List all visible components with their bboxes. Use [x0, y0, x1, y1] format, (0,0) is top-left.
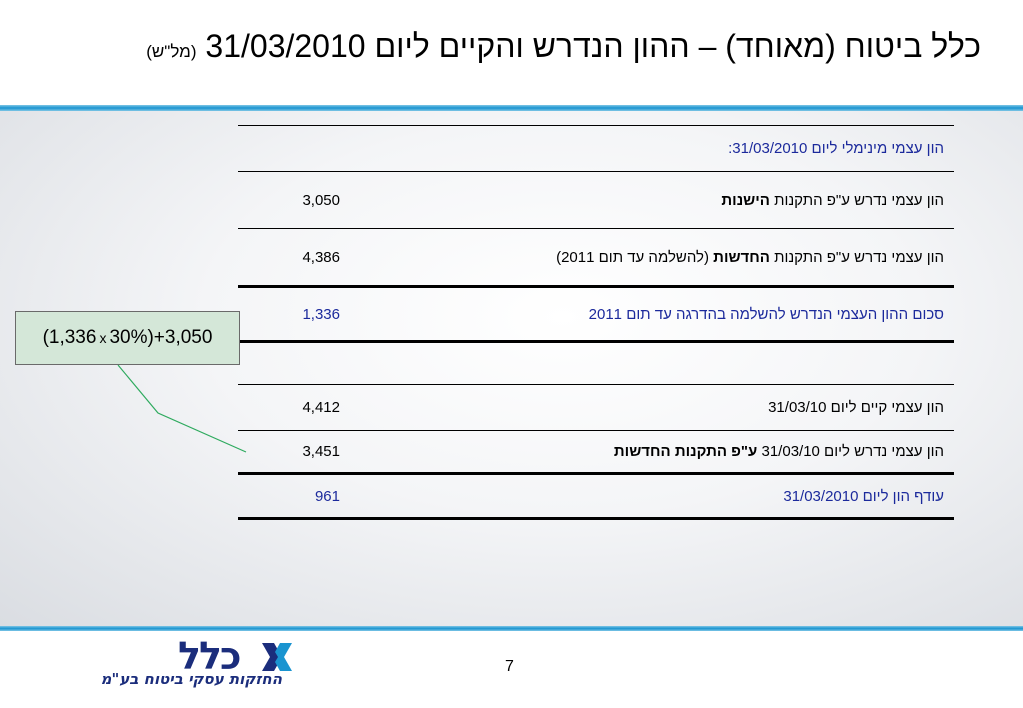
formula-times: x	[99, 330, 107, 346]
table-cell-value: 4,386	[238, 228, 358, 288]
table-cell-label: הון עצמי נדרש ליום 31/03/10 ע"פ התקנות ה…	[358, 430, 954, 475]
slide-title-main: כלל ביטוח (מאוחד) – ההון הנדרש והקיים לי…	[205, 28, 981, 64]
label-part: (להשלמה עד תום 2011)	[556, 248, 714, 266]
label-part: הון עצמי נדרש ע"פ התקנות	[769, 191, 944, 209]
company-logo: כלל החזקות עסקי ביטוח בע"מ	[30, 635, 300, 695]
logo-wordmark: כלל	[178, 634, 242, 678]
title-bar: כלל ביטוח (מאוחד) – ההון הנדרש והקיים לי…	[0, 0, 1023, 105]
table-header-row: הון עצמי מינימלי ליום 31/03/2010:	[238, 125, 954, 172]
formula-callout: (1,336 x 30%)+3,050	[15, 311, 240, 365]
table-spacer-row	[238, 341, 954, 385]
table-cell-label: הון עצמי נדרש ע"פ התקנות החדשות (להשלמה …	[358, 228, 954, 288]
footer	[0, 631, 1023, 708]
table-cell-label: הון עצמי קיים ליום 31/03/10	[358, 384, 954, 431]
table-row: 4,412 הון עצמי קיים ליום 31/03/10	[238, 384, 954, 431]
capital-table: הון עצמי מינימלי ליום 31/03/2010: 3,050 …	[238, 125, 954, 520]
table-cell-value: 961	[238, 473, 358, 520]
label-part: הון עצמי נדרש ע"פ התקנות	[769, 248, 944, 266]
table-cell-value: 3,451	[238, 430, 358, 475]
logo-subtitle: החזקות עסקי ביטוח בע"מ	[100, 670, 282, 688]
slide-title-unit: (מל"ש)	[146, 42, 197, 61]
table-row: 3,451 הון עצמי נדרש ליום 31/03/10 ע"פ הת…	[238, 430, 954, 475]
top-divider	[0, 105, 1023, 111]
label-bold-part: ע"פ התקנות החדשות	[613, 443, 758, 460]
logo-x-icon	[262, 643, 292, 671]
table-cell-label: סכום ההון העצמי הנדרש להשלמה בהדרגה עד ת…	[358, 286, 954, 343]
formula-left: (1,336	[42, 327, 97, 348]
table-cell-label: עודף הון ליום 31/03/2010	[358, 473, 954, 520]
table-row: 4,386 הון עצמי נדרש ע"פ התקנות החדשות (ל…	[238, 228, 954, 288]
formula-right: 30%)+3,050	[109, 327, 213, 348]
label-bold-part: הישנות	[721, 191, 770, 209]
table-header-label: הון עצמי מינימלי ליום 31/03/2010:	[358, 125, 954, 172]
slide-title: כלל ביטוח (מאוחד) – ההון הנדרש והקיים לי…	[146, 28, 981, 65]
table-row: 1,336 סכום ההון העצמי הנדרש להשלמה בהדרג…	[238, 286, 954, 343]
label-part: הון עצמי נדרש ליום 31/03/10	[757, 443, 945, 460]
table-cell-value: 4,412	[238, 384, 358, 431]
table-row: 3,050 הון עצמי נדרש ע"פ התקנות הישנות	[238, 171, 954, 229]
table-row: 961 עודף הון ליום 31/03/2010	[238, 473, 954, 520]
table-cell-label: הון עצמי נדרש ע"פ התקנות הישנות	[358, 171, 954, 229]
label-bold-part: החדשות	[713, 248, 770, 266]
page-number: 7	[505, 658, 514, 675]
table-cell-value: 3,050	[238, 171, 358, 229]
bottom-divider	[0, 626, 1023, 631]
table-cell-value: 1,336	[238, 286, 358, 343]
